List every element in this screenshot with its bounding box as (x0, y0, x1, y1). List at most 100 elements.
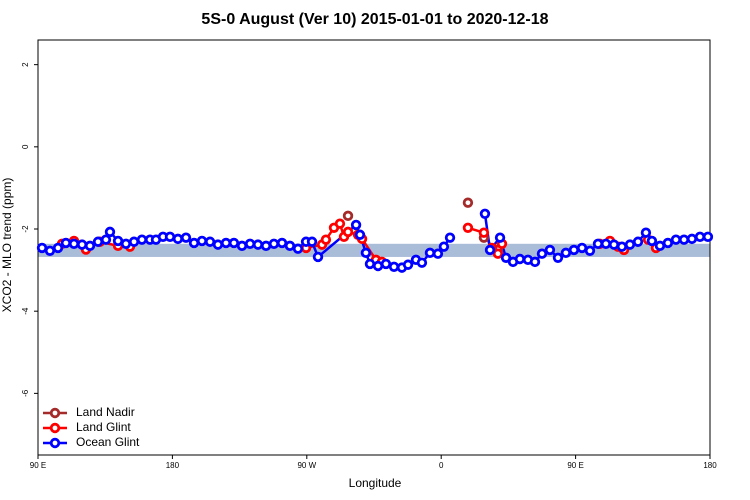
data-point (560, 247, 572, 259)
data-point (576, 242, 588, 254)
data-point (44, 245, 56, 256)
data-point (172, 233, 184, 245)
data-point (284, 240, 296, 252)
data-point (244, 238, 256, 250)
data-point (342, 226, 354, 238)
data-point (252, 239, 264, 250)
data-point (372, 260, 384, 272)
y-tick-label: -2 (21, 225, 30, 233)
data-point (494, 232, 506, 243)
data-point (388, 261, 400, 273)
data-point (292, 243, 304, 254)
data-point (646, 235, 658, 247)
data-point (276, 237, 288, 249)
data-point (342, 210, 354, 222)
data-point (536, 248, 548, 259)
data-point (670, 234, 682, 245)
x-tick-label: 90 E (567, 461, 583, 470)
x-tick-label: 0 (439, 461, 444, 470)
data-point (350, 219, 362, 231)
data-point (188, 237, 200, 249)
x-axis-label: Longitude (349, 476, 402, 490)
data-point (484, 244, 496, 256)
data-point (438, 241, 450, 252)
data-point (662, 237, 674, 249)
data-point (312, 251, 324, 263)
data-point (260, 240, 272, 252)
data-point (164, 231, 176, 243)
data-point (424, 247, 436, 259)
data-point (632, 236, 644, 247)
legend-label: Ocean Glint (76, 435, 140, 449)
data-point (236, 240, 248, 252)
legend-label: Land Glint (76, 420, 131, 434)
x-tick-label: 180 (166, 461, 180, 470)
data-point (584, 245, 596, 256)
data-point (462, 197, 474, 208)
y-axis-label: XCO2 - MLO trend (ppm) (0, 178, 14, 313)
data-point (104, 226, 116, 238)
data-point (544, 244, 556, 256)
data-point (136, 234, 148, 245)
data-point (444, 232, 456, 243)
x-tick-label: 180 (703, 461, 717, 470)
legend-marker (49, 437, 61, 449)
data-point (306, 236, 318, 247)
data-point (220, 237, 232, 249)
data-point (432, 248, 444, 259)
legend-marker (49, 422, 61, 434)
data-point (600, 238, 612, 250)
data-point (196, 235, 208, 247)
data-point (320, 234, 332, 245)
data-point (492, 248, 504, 259)
data-point (568, 244, 580, 256)
y-tick-label: 2 (21, 62, 30, 67)
y-tick-label: -4 (21, 307, 30, 315)
data-point (654, 240, 666, 252)
data-point (592, 238, 604, 250)
data-point (128, 236, 140, 247)
data-point (84, 240, 96, 252)
data-point (678, 234, 690, 245)
data-point (212, 239, 224, 250)
data-point (640, 227, 652, 238)
legend-marker (49, 407, 61, 419)
data-point (120, 238, 132, 250)
data-point (616, 241, 628, 252)
data-point (624, 239, 636, 250)
data-point (462, 222, 474, 233)
data-point (228, 237, 240, 249)
data-point (268, 238, 280, 250)
legend-label: Land Nadir (76, 405, 135, 419)
data-point (68, 238, 80, 250)
data-point (514, 253, 526, 265)
data-point (380, 258, 392, 270)
data-point (416, 257, 428, 268)
data-point (100, 234, 112, 245)
data-point (694, 231, 706, 243)
data-point (702, 231, 714, 243)
chart-title: 5S-0 August (Ver 10) 2015-01-01 to 2020-… (201, 11, 548, 28)
x-tick-label: 90 W (297, 461, 316, 470)
data-point (76, 239, 88, 250)
data-point (354, 229, 366, 240)
data-point (529, 256, 541, 268)
data-point (552, 252, 564, 263)
data-point (112, 235, 124, 247)
x-tick-label: 90 E (30, 461, 46, 470)
data-point (686, 233, 698, 245)
data-point (52, 242, 64, 254)
data-point (60, 237, 72, 249)
data-point (608, 239, 620, 250)
data-point (92, 236, 104, 247)
data-point (204, 236, 216, 247)
data-point (364, 258, 376, 270)
data-point (36, 242, 48, 254)
data-point (478, 227, 490, 238)
data-point (479, 208, 491, 220)
y-tick-label: -6 (21, 389, 30, 397)
data-point (360, 247, 372, 259)
data-point (180, 232, 192, 243)
data-point (402, 259, 414, 270)
data-point (500, 252, 512, 263)
